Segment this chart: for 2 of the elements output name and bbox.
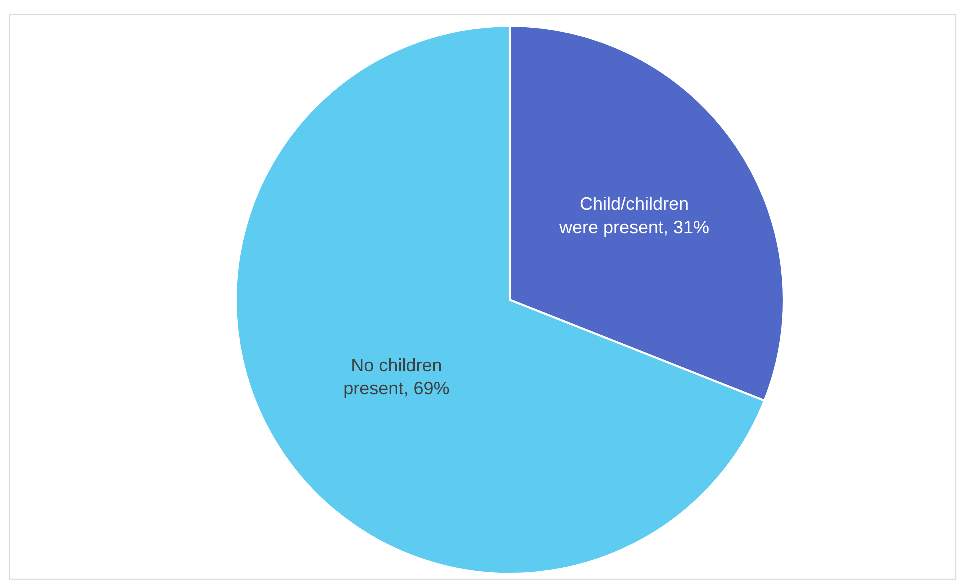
slice-label: Child/children were present, 31% — [558, 194, 710, 238]
slice-label: No children present, 69% — [344, 355, 450, 399]
